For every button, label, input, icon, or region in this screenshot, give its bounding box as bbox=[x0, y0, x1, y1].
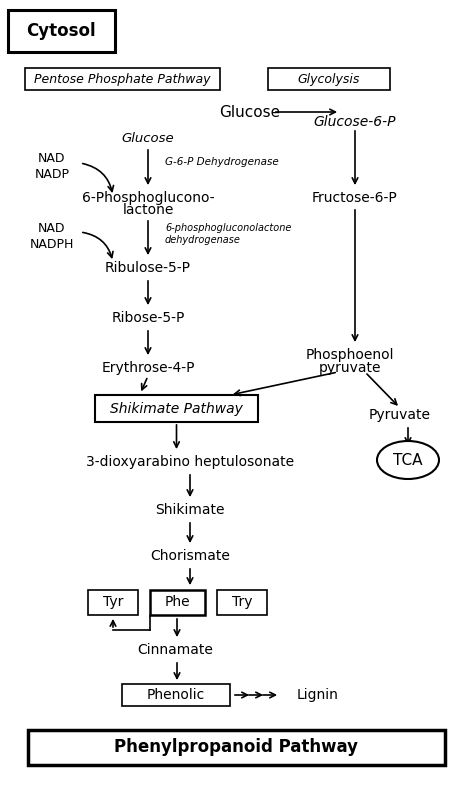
Bar bbox=[25, 68, 220, 90]
Text: Pentose Phosphate Pathway: Pentose Phosphate Pathway bbox=[34, 73, 210, 85]
Bar bbox=[8, 10, 115, 52]
Bar bbox=[88, 590, 138, 615]
Text: G-6-P Dehydrogenase: G-6-P Dehydrogenase bbox=[165, 157, 279, 167]
FancyArrowPatch shape bbox=[83, 233, 113, 257]
Bar bbox=[28, 730, 445, 765]
Text: Glucose: Glucose bbox=[122, 132, 174, 144]
Text: Phenolic: Phenolic bbox=[147, 688, 205, 702]
Text: Ribulose-5-P: Ribulose-5-P bbox=[105, 261, 191, 275]
Text: Fructose-6-P: Fructose-6-P bbox=[312, 191, 398, 205]
Text: Erythrose-4-P: Erythrose-4-P bbox=[101, 361, 195, 375]
Text: Try: Try bbox=[232, 595, 252, 609]
Text: Shikimate Pathway: Shikimate Pathway bbox=[110, 402, 243, 415]
Text: 3-dioxyarabino heptulosonate: 3-dioxyarabino heptulosonate bbox=[86, 455, 294, 469]
Text: Cinnamate: Cinnamate bbox=[137, 643, 213, 657]
Text: Phe: Phe bbox=[164, 595, 190, 609]
Text: dehydrogenase: dehydrogenase bbox=[165, 235, 241, 245]
Text: 6-phosphogluconolactone: 6-phosphogluconolactone bbox=[165, 223, 292, 233]
Text: lactone: lactone bbox=[122, 203, 173, 217]
Bar bbox=[217, 590, 267, 615]
Text: NAD: NAD bbox=[38, 222, 66, 234]
FancyArrowPatch shape bbox=[83, 163, 113, 191]
Text: Phosphoenol: Phosphoenol bbox=[306, 348, 394, 362]
Text: Ribose-5-P: Ribose-5-P bbox=[111, 311, 185, 325]
Text: NADP: NADP bbox=[35, 167, 70, 180]
Text: Chorismate: Chorismate bbox=[150, 549, 230, 563]
Text: TCA: TCA bbox=[393, 453, 423, 468]
Text: NADPH: NADPH bbox=[30, 238, 74, 250]
Ellipse shape bbox=[377, 441, 439, 479]
Bar bbox=[95, 395, 258, 422]
Bar bbox=[150, 590, 205, 615]
Bar bbox=[268, 68, 390, 90]
Text: Glucose: Glucose bbox=[219, 104, 281, 120]
Text: NAD: NAD bbox=[38, 151, 66, 164]
Text: Shikimate: Shikimate bbox=[155, 503, 225, 517]
Text: Lignin: Lignin bbox=[297, 688, 339, 702]
Bar bbox=[122, 684, 230, 706]
Text: Cytosol: Cytosol bbox=[26, 22, 96, 40]
Text: Pyruvate: Pyruvate bbox=[369, 408, 431, 422]
Text: 6-Phosphoglucono-: 6-Phosphoglucono- bbox=[82, 191, 214, 205]
Text: Glucose-6-P: Glucose-6-P bbox=[314, 115, 396, 129]
Text: Tyr: Tyr bbox=[103, 595, 123, 609]
Text: Phenylpropanoid Pathway: Phenylpropanoid Pathway bbox=[115, 739, 358, 756]
Text: pyruvate: pyruvate bbox=[319, 361, 381, 375]
Text: Glycolysis: Glycolysis bbox=[298, 73, 360, 85]
